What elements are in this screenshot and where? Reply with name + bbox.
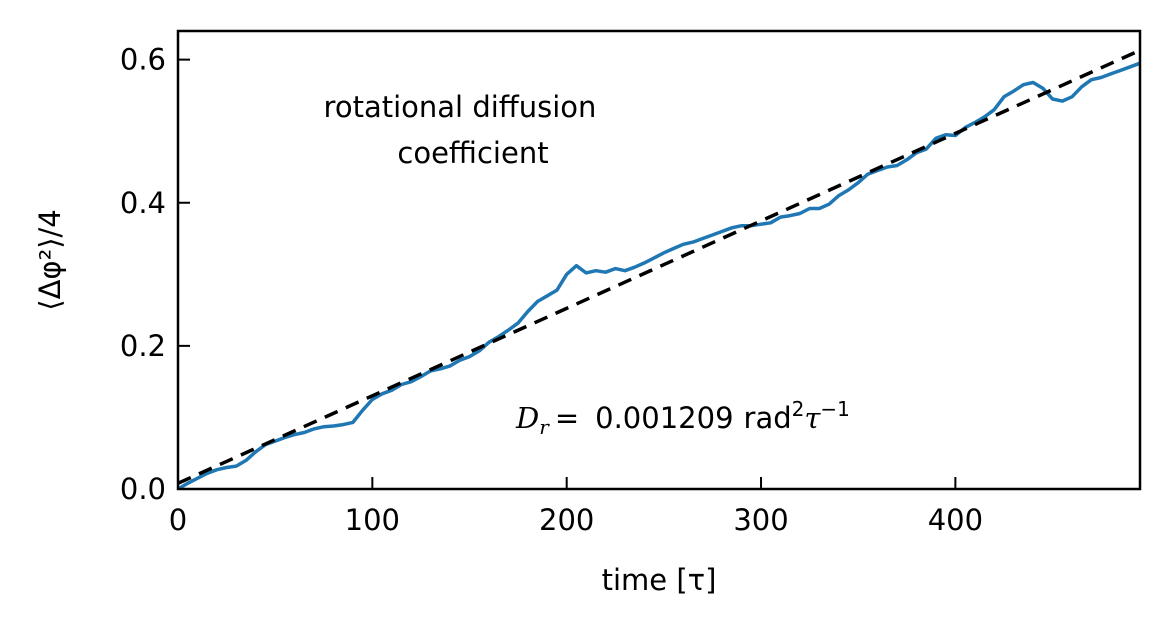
dr-time-exp: −1: [820, 397, 849, 421]
y-tick-label: 0.0: [120, 472, 166, 506]
dr-time-symbol: τ: [804, 401, 821, 435]
fit-line: [178, 48, 1140, 485]
annotation-line-1: rotational diffusion: [324, 90, 597, 124]
x-tick-label: 400: [928, 503, 983, 537]
x-tick-label: 200: [539, 503, 594, 537]
annotation-line-2: coefficient: [397, 136, 548, 170]
x-axis-label: time [τ]: [602, 563, 717, 597]
x-tick-label: 300: [733, 503, 788, 537]
dr-value: 0.001209: [595, 401, 733, 435]
dr-annotation: Dr = 0.001209 rad2τ−1: [515, 397, 850, 439]
msd-series-line: [178, 61, 1140, 489]
y-tick-label: 0.6: [120, 43, 166, 77]
dr-unit-exp: 2: [792, 397, 805, 421]
dr-subscript: r: [539, 415, 550, 439]
y-tick-label: 0.4: [120, 186, 166, 220]
y-axis-label: ⟨Δφ²⟩/4: [33, 209, 67, 310]
x-tick-label: 0: [169, 503, 187, 537]
x-tick-label: 100: [345, 503, 400, 537]
dr-unit: rad: [744, 401, 792, 435]
y-tick-label: 0.2: [120, 329, 166, 363]
dr-symbol: D: [515, 401, 539, 435]
plot-frame: [176, 29, 1142, 491]
dr-equals: =: [555, 401, 579, 435]
